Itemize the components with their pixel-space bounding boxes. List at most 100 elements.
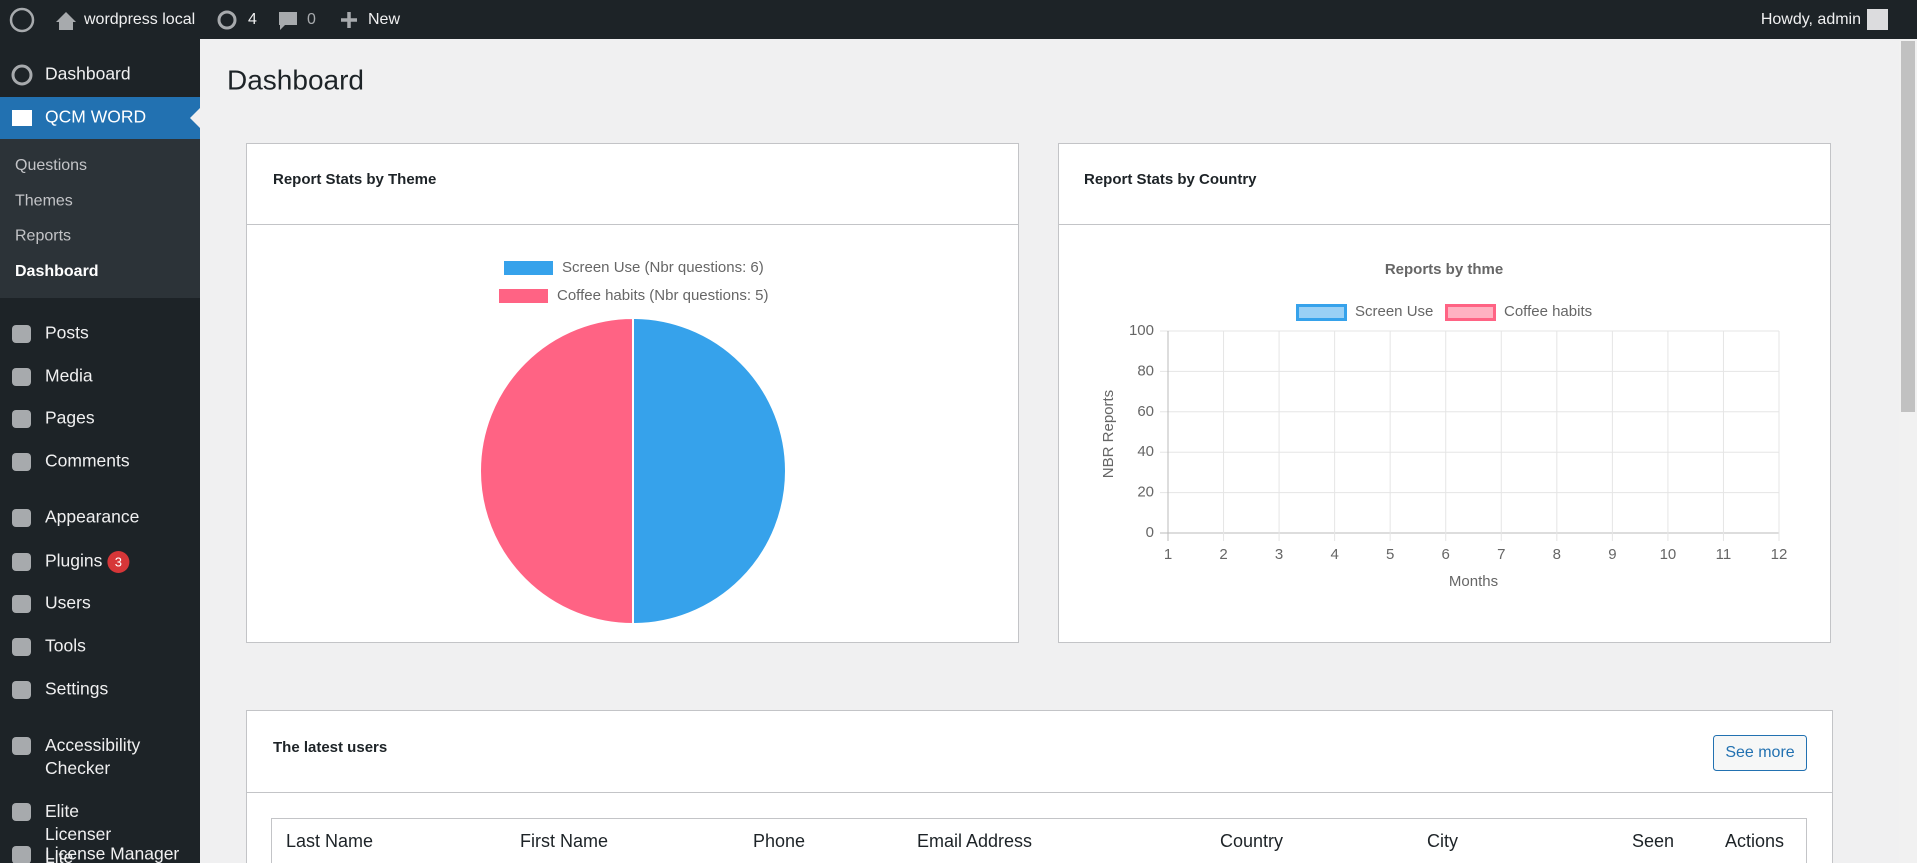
active-arrow [190,108,200,128]
menu-icon [12,638,31,656]
menu-icon [12,737,31,755]
menu-item[interactable]: Media [45,366,93,386]
x-tick-label: 2 [1219,546,1227,563]
card: Report Stats by Country [1058,143,1831,643]
x-tick-label: 5 [1386,546,1394,563]
plugins-badge [107,551,130,573]
menu-item[interactable]: Elite Licenser Lite [45,801,111,863]
column-header: Phone [753,831,805,851]
x-tick-label: 8 [1553,546,1561,563]
legend-label: Coffee habits (Nbr questions: 5) [557,287,769,304]
menu-icon [11,64,33,86]
pie-slice [632,316,787,626]
menu-icon [12,453,31,471]
comments-count[interactable]: 0 [307,11,316,28]
menu-item[interactable]: Users [45,593,91,613]
menu-icon [12,595,31,613]
see-more-label[interactable]: See more [1725,744,1794,761]
menu-item[interactable]: Tools [45,636,86,656]
y-axis-label: NBR Reports [1100,390,1117,478]
column-header: Seen [1632,831,1674,851]
legend-label: Screen Use [1355,303,1433,320]
legend-swatch [499,289,548,303]
card-title: The latest users [273,739,387,756]
menu-icon [12,509,31,527]
menu-item[interactable]: QCM WORD [45,107,146,127]
column-header: Actions [1725,831,1784,851]
menu-item[interactable]: Plugins [45,551,103,571]
legend-swatch [1296,304,1347,321]
legend-label: Screen Use (Nbr questions: 6) [562,259,764,276]
x-axis-label: Months [1449,573,1498,590]
menu-item[interactable]: Appearance [45,507,139,527]
card-title: Report Stats by Theme [273,171,436,188]
legend-swatch [504,261,553,275]
submenu-item[interactable]: Themes [15,192,73,209]
menu-icon [12,681,31,699]
users-table [271,818,1807,863]
wp-logo[interactable] [9,7,35,33]
see-more-button[interactable] [1713,735,1807,771]
greeting[interactable]: Howdy, admin [1761,11,1861,28]
legend-label: Coffee habits [1504,303,1592,320]
menu-item[interactable]: License Manager [45,844,179,863]
y-tick-label: 60 [1137,403,1154,420]
x-tick-label: 10 [1660,546,1677,563]
submenu-item[interactable]: Questions [15,157,87,174]
comments-icon [279,12,297,30]
active-menu[interactable] [0,97,200,139]
menu-item[interactable]: Accessibility Checker [45,735,141,778]
column-header: City [1427,831,1458,851]
site-name[interactable]: wordpress local [83,11,195,28]
home-icon [56,12,76,30]
admin-bar [0,0,1917,39]
y-tick-label: 20 [1137,484,1154,501]
y-tick-label: 80 [1137,362,1154,379]
x-tick-label: 9 [1608,546,1616,563]
card-title: Report Stats by Country [1084,171,1257,188]
card-box [1058,143,1831,643]
column-header: Email Address [917,831,1032,851]
new-icon [341,12,357,28]
chart-title: Reports by thme [1385,261,1503,278]
x-tick-label: 3 [1275,546,1283,563]
new-button[interactable]: New [368,11,400,28]
avatar[interactable] [1867,9,1888,30]
menu-item[interactable]: Comments [45,451,130,471]
column-header: Country [1220,831,1283,851]
card: The latest users See more [246,710,1833,863]
menu-icon [12,846,31,863]
y-tick-label: 0 [1146,524,1154,541]
x-tick-label: 4 [1330,546,1338,563]
menu-item[interactable]: Posts [45,323,89,343]
legend-swatch [1445,304,1496,321]
pie-slice [479,316,634,626]
x-tick-label: 1 [1164,546,1172,563]
x-tick-label: 7 [1497,546,1505,563]
submenu-item[interactable]: Reports [15,228,71,245]
menu-icon [12,803,31,821]
menu-icon [12,553,31,571]
updates-count[interactable]: 4 [248,11,257,28]
scrollbar-thumb[interactable] [1901,41,1915,412]
y-tick-label: 100 [1129,322,1154,339]
menu-icon [12,325,31,343]
updates-icon [217,10,237,30]
menu-icon [12,110,32,126]
page-title: Dashboard [227,64,364,95]
y-tick-label: 40 [1137,443,1154,460]
submenu [0,139,200,298]
column-header: Last Name [286,831,373,851]
x-tick-label: 11 [1716,546,1732,563]
menu-icon [12,410,31,428]
menu-item[interactable]: Pages [45,408,95,428]
x-tick-label: 6 [1442,546,1450,563]
menu-item[interactable]: Dashboard [45,64,131,84]
column-header: First Name [520,831,608,851]
menu-icon [12,368,31,386]
submenu-item[interactable]: Dashboard [15,263,99,280]
x-tick-label: 12 [1771,546,1788,563]
menu-item[interactable]: Settings [45,679,108,699]
plugins-badge-count: 3 [115,554,122,569]
